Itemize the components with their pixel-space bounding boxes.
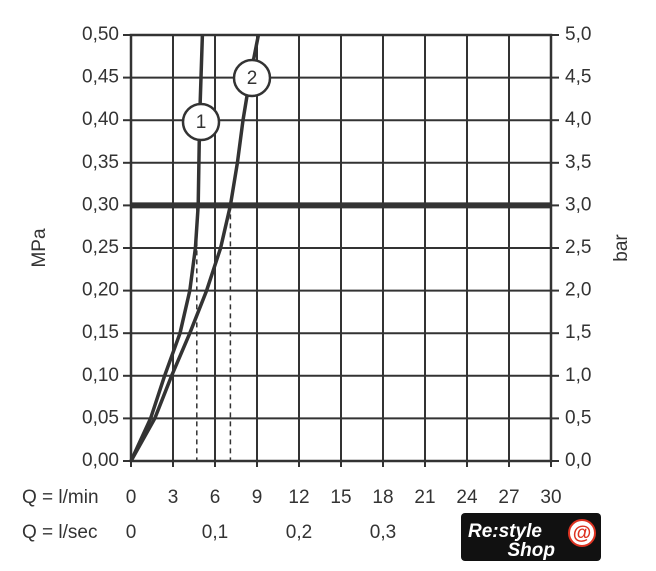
y2-tick-label: 1,0 xyxy=(565,365,591,386)
y2-tick-label: 2,0 xyxy=(565,280,591,301)
y2-tick-label: 3,5 xyxy=(565,152,591,173)
x-tick-label: 18 xyxy=(372,487,393,508)
y-tick-label: 0,45 xyxy=(82,67,119,88)
y-tick-label: 0,40 xyxy=(82,109,119,130)
series-label-circle xyxy=(232,58,272,98)
x-tick-label: 24 xyxy=(456,487,478,508)
x2-tick-label: 0,2 xyxy=(286,522,312,543)
y2-axis-label: bar xyxy=(611,234,632,262)
x2-axis-label: Q = l/sec xyxy=(22,522,98,543)
watermark-subtext: Shop xyxy=(508,540,556,561)
y-tick-label: 0,25 xyxy=(82,237,119,258)
watermark: Re:style @ Shop xyxy=(461,513,601,561)
y-tick-label: 0,15 xyxy=(82,322,119,343)
x-tick-label: 3 xyxy=(168,487,179,508)
y-tick-label: 0,35 xyxy=(82,152,119,173)
y2-tick-label: 4,5 xyxy=(565,67,591,88)
x-tick-label: 12 xyxy=(288,487,309,508)
x-tick-label: 15 xyxy=(330,487,351,508)
curve xyxy=(129,34,205,462)
watermark-text: Re:style xyxy=(468,521,542,542)
y2-tick-label: 3,0 xyxy=(565,194,591,215)
y-tick-label: 0,20 xyxy=(82,280,119,301)
watermark-symbol-circle xyxy=(568,519,596,547)
plot-frame xyxy=(129,33,553,463)
y-tick-label: 0,10 xyxy=(82,365,119,386)
x2-tick-label: 0,3 xyxy=(370,522,396,543)
y-tick-label: 0,05 xyxy=(82,407,119,428)
y2-tick-label: 2,5 xyxy=(565,237,591,258)
series-label: 2 xyxy=(247,68,258,89)
x-axis-label: Q = l/min xyxy=(22,487,99,508)
watermark-symbol: @ xyxy=(573,523,592,544)
x-tick-label: 27 xyxy=(498,487,519,508)
y2-tick-label: 5,0 xyxy=(565,24,591,45)
y-tick-label: 0,00 xyxy=(82,450,119,471)
series-label: 1 xyxy=(196,112,207,133)
x-tick-label: 21 xyxy=(414,487,435,508)
y2-tick-label: 4,0 xyxy=(565,109,591,130)
x-tick-label: 0 xyxy=(126,487,137,508)
x-tick-label: 9 xyxy=(252,487,263,508)
watermark-box xyxy=(461,513,601,561)
y-tick-label: 0,50 xyxy=(82,24,119,45)
y-tick-label: 0,30 xyxy=(82,194,119,215)
y-axis-label: MPa xyxy=(29,228,50,268)
x2-tick-label: 0 xyxy=(126,522,137,543)
x-tick-label: 30 xyxy=(540,487,561,508)
y2-tick-label: 0,5 xyxy=(565,407,591,428)
x2-tick-label: 0,1 xyxy=(202,522,228,543)
x-tick-label: 6 xyxy=(210,487,221,508)
series-label-circle xyxy=(181,102,221,142)
y2-tick-label: 0,0 xyxy=(565,450,591,471)
y2-tick-label: 1,5 xyxy=(565,322,591,343)
curve xyxy=(129,34,261,462)
